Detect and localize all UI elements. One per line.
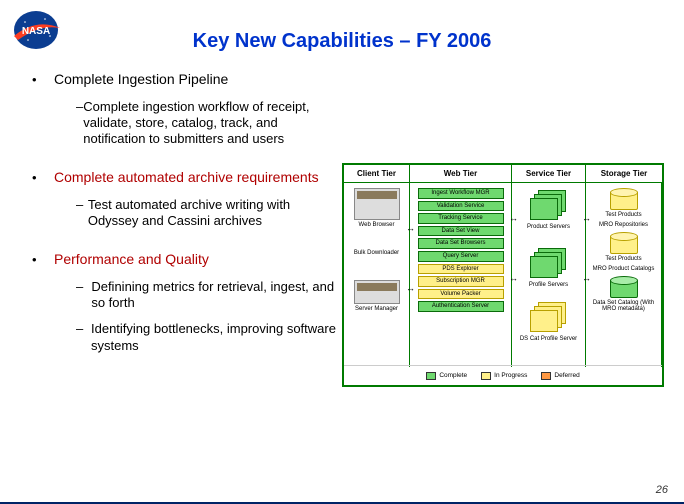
legend-item: In Progress: [481, 372, 527, 380]
legend-swatch: [426, 372, 436, 380]
web-box: PDS Explorer: [418, 264, 504, 275]
browser-label: Web Browser: [346, 222, 407, 228]
bullet-sub: – Test automated archive writing with Od…: [76, 197, 338, 230]
legend-label: Deferred: [554, 372, 579, 379]
diagram-legend: Complete In Progress Deferred: [344, 365, 662, 383]
legend-swatch: [481, 372, 491, 380]
web-box: Volume Packer: [418, 289, 504, 300]
arrow-icon: ↔: [582, 273, 591, 283]
web-box: Validation Service: [418, 201, 504, 212]
web-box: Authentication Server: [418, 301, 504, 312]
cyl-label: MRO Repositories: [588, 222, 659, 228]
downloader-label: Bulk Downloader: [346, 250, 407, 256]
nasa-logo: NASA: [10, 8, 62, 52]
bullet-main: • Complete automated archive requirement…: [28, 169, 338, 187]
bullet-main: • Complete Ingestion Pipeline: [28, 71, 338, 89]
web-tier-col: Ingest Workflow MGR Validation Service T…: [410, 183, 512, 367]
bullet-list: • Complete Ingestion Pipeline – Complete…: [28, 63, 338, 387]
arrow-icon: ↔: [509, 213, 518, 223]
bullet-dash: –: [76, 197, 88, 212]
bullet-text: Performance and Quality: [54, 251, 209, 269]
legend-label: In Progress: [494, 372, 527, 379]
diagram-column: Client Tier Web Tier Service Tier Storag…: [338, 63, 664, 387]
cylinder-icon: [610, 188, 638, 210]
legend-label: Complete: [439, 372, 467, 379]
web-box: Data Set Browsers: [418, 238, 504, 249]
bullet-sub-text: Definining metrics for retrieval, ingest…: [91, 279, 338, 312]
server-stack: [530, 190, 568, 220]
cyl-label: Test Products: [588, 212, 659, 218]
bullet-text: Complete automated archive requirements: [54, 169, 319, 187]
legend-swatch: [541, 372, 551, 380]
bullet-sub-text: Complete ingestion workflow of receipt, …: [83, 99, 338, 148]
bullet-sub-text: Test automated archive writing with Odys…: [88, 197, 338, 230]
cyl-label: Data Set Catalog (With MRO metadata): [588, 300, 659, 312]
cylinder-icon: [610, 232, 638, 254]
tier-header: Service Tier: [512, 165, 586, 182]
bullet-sub: – Identifying bottlenecks, improving sof…: [76, 321, 338, 354]
bullet-dot: •: [28, 169, 54, 185]
architecture-diagram: Client Tier Web Tier Service Tier Storag…: [342, 163, 664, 387]
bullet-sub: – Complete ingestion workflow of receipt…: [76, 99, 338, 148]
browser-icon: [354, 188, 400, 220]
client-tier-col: Web Browser Bulk Downloader Server Manag…: [344, 183, 410, 367]
arrow-icon: ↔: [582, 213, 591, 223]
web-box: Data Set View: [418, 226, 504, 237]
bullet-dash: –: [76, 99, 83, 114]
bullet-dot: •: [28, 71, 54, 87]
svg-text:NASA: NASA: [22, 26, 50, 37]
tier-header-row: Client Tier Web Tier Service Tier Storag…: [344, 165, 662, 183]
tier-header: Client Tier: [344, 165, 410, 182]
bullet-dash: –: [76, 279, 91, 294]
content-area: • Complete Ingestion Pipeline – Complete…: [0, 63, 684, 387]
legend-item: Complete: [426, 372, 467, 380]
stack-label: DS Cat Profile Server: [514, 336, 583, 342]
web-box: Ingest Workflow MGR: [418, 188, 504, 199]
service-tier-col: Product Servers Profile Servers DS Cat P…: [512, 183, 586, 367]
server-stack: [530, 248, 568, 278]
page-title: Key New Capabilities – FY 2006: [0, 0, 684, 63]
server-mgr-label: Server Manager: [346, 306, 407, 312]
tier-header: Storage Tier: [586, 165, 662, 182]
server-stack: [530, 302, 568, 332]
arrow-icon: ↔: [406, 283, 415, 293]
cylinder-icon: [610, 276, 638, 298]
server-mgr-icon: [354, 280, 400, 304]
web-box: Query Server: [418, 251, 504, 262]
legend-item: Deferred: [541, 372, 579, 380]
storage-tier-col: Test Products MRO Repositories Test Prod…: [586, 183, 662, 367]
bullet-text: Complete Ingestion Pipeline: [54, 71, 228, 89]
tier-body: Web Browser Bulk Downloader Server Manag…: [344, 183, 662, 367]
arrow-icon: ↔: [406, 223, 415, 233]
page-number: 26: [656, 484, 668, 496]
web-box: Subscription MGR: [418, 276, 504, 287]
bullet-dot: •: [28, 251, 54, 267]
bullet-sub: – Definining metrics for retrieval, inge…: [76, 279, 338, 312]
bullet-sub-text: Identifying bottlenecks, improving softw…: [91, 321, 338, 354]
tier-header: Web Tier: [410, 165, 512, 182]
bullet-main: • Performance and Quality: [28, 251, 338, 269]
cyl-label: MRO Product Catalogs: [588, 266, 659, 272]
arrow-icon: ↔: [509, 273, 518, 283]
web-box: Tracking Service: [418, 213, 504, 224]
cyl-label: Test Products: [588, 256, 659, 262]
bullet-dash: –: [76, 321, 91, 336]
